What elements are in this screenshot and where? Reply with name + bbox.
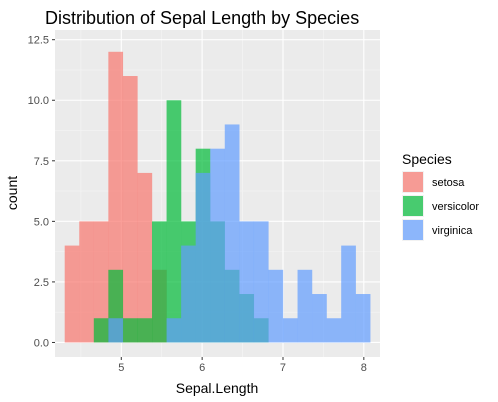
legend-label-virginica: virginica	[432, 225, 473, 237]
bar-virginica	[355, 294, 371, 343]
bar-virginica	[341, 245, 356, 343]
bar-virginica	[253, 221, 269, 343]
bar-virginica	[166, 318, 182, 343]
y-axis-ticks: 0.0 2.5 5.0 7.5 10.0 12.5	[28, 35, 55, 349]
bar-virginica	[326, 318, 342, 343]
legend-label-setosa: setosa	[432, 177, 465, 189]
legend: Species setosa versicolor virginica	[402, 151, 479, 241]
y-tick-label: 12.5	[28, 35, 49, 47]
bar-virginica	[195, 172, 211, 343]
bar-versicolor	[152, 221, 167, 343]
bar-virginica	[312, 294, 327, 343]
bar-virginica	[282, 318, 298, 343]
bar-versicolor	[93, 318, 109, 343]
bar-virginica	[224, 124, 240, 343]
y-tick-label: 7.5	[34, 156, 49, 168]
y-tick-label: 0.0	[34, 337, 49, 349]
bar-virginica	[239, 221, 255, 343]
bar-virginica	[181, 245, 196, 343]
legend-title: Species	[402, 151, 452, 167]
bar-virginica	[210, 148, 225, 343]
x-axis-title: Sepal.Length	[176, 380, 259, 396]
legend-swatch-setosa	[403, 172, 423, 192]
bar-virginica	[108, 318, 124, 343]
y-axis-title: count	[4, 176, 20, 210]
bar-setosa	[93, 221, 109, 343]
y-tick-label: 5.0	[34, 216, 49, 228]
histogram-bars	[64, 51, 371, 343]
x-axis-ticks: 5 6 7 8	[118, 357, 367, 374]
y-tick-label: 2.5	[34, 277, 49, 289]
bar-setosa	[122, 76, 138, 343]
bar-setosa	[64, 245, 80, 343]
bar-versicolor	[122, 318, 138, 343]
bar-setosa	[137, 172, 153, 343]
bar-versicolor	[137, 318, 153, 343]
x-tick-label: 8	[361, 362, 367, 374]
bar-setosa	[79, 221, 94, 343]
legend-swatch-versicolor	[403, 196, 423, 216]
x-tick-label: 6	[199, 362, 205, 374]
legend-swatch-virginica	[403, 220, 423, 240]
chart-title: Distribution of Sepal Length by Species	[45, 8, 359, 28]
x-tick-label: 5	[118, 362, 124, 374]
bar-virginica	[268, 269, 284, 343]
bar-virginica	[297, 269, 313, 343]
legend-label-versicolor: versicolor	[432, 201, 479, 213]
x-tick-label: 7	[280, 362, 286, 374]
bar-versicolor	[166, 100, 182, 343]
y-tick-label: 10.0	[28, 95, 49, 107]
